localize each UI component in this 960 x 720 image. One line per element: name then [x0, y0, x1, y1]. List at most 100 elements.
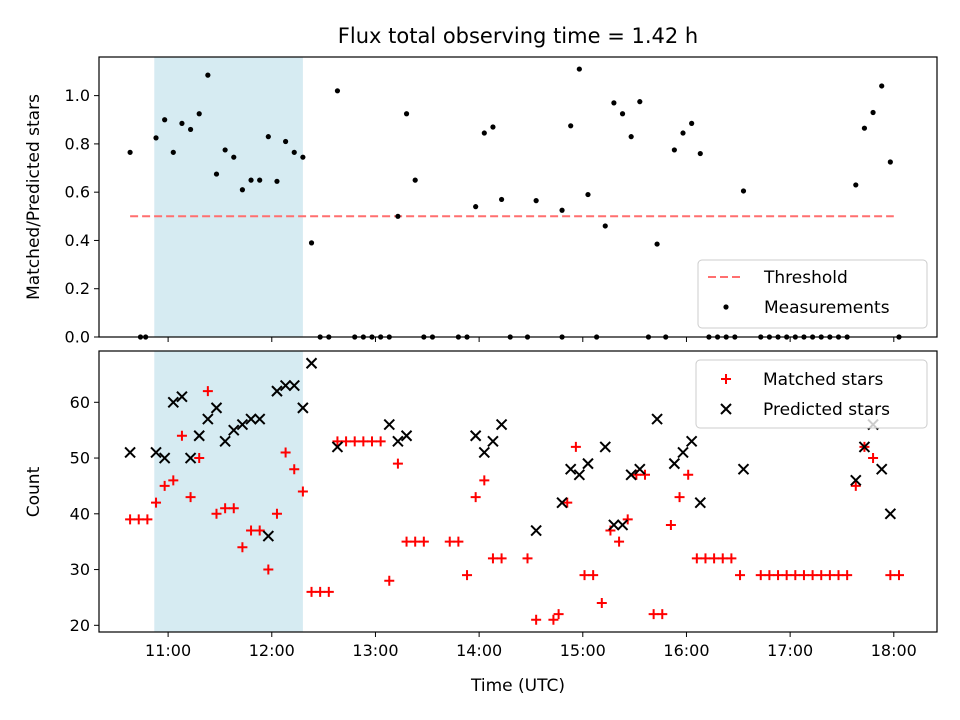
measurement-point: [576, 66, 582, 72]
predicted-star-point: [228, 424, 240, 436]
top-y-tick-label: 0.8: [65, 134, 90, 153]
predicted-star-point: [184, 452, 197, 464]
matched-star-point: [622, 514, 633, 525]
predicted-star-point: [858, 441, 871, 453]
measurement-point: [689, 120, 695, 126]
measurement-point: [654, 241, 660, 247]
x-tick-label: 15:00: [560, 641, 606, 660]
matched-star-point: [596, 598, 607, 609]
matched-star-point: [531, 614, 542, 625]
matched-star-point: [735, 570, 746, 581]
predicted-star-point: [884, 508, 897, 520]
measurement-point: [196, 111, 202, 117]
measurement-point: [887, 159, 893, 165]
bottom-y-tick-label: 30: [70, 560, 90, 579]
legend-matched-label: Matched stars: [763, 370, 883, 390]
top-y-tick-label: 0.0: [65, 328, 90, 347]
bottom-axes-frame: [98, 350, 938, 633]
matched-star-point: [850, 480, 861, 491]
matched-star-point: [375, 436, 386, 447]
matched-star-point: [726, 553, 737, 564]
matched-star-point: [341, 436, 352, 447]
measurement-point: [205, 72, 211, 78]
predicted-star-point: [167, 396, 180, 409]
matched-star-point: [842, 570, 853, 581]
matched-star-point: [349, 436, 360, 447]
top-shaded-span: [154, 57, 303, 337]
bottom-y-axis-label: Count: [24, 466, 44, 517]
predicted-star-point: [193, 430, 205, 442]
top-y-tick-label: 1.0: [65, 86, 90, 105]
measurement-point: [239, 187, 246, 193]
matched-star-point: [263, 564, 274, 575]
measurement-point: [308, 240, 315, 246]
predicted-star-point: [876, 463, 888, 475]
bottom-legend-box: [695, 359, 928, 429]
matched-star-point: [665, 519, 676, 530]
measurement-point: [248, 177, 254, 183]
matched-star-point: [548, 614, 559, 625]
matched-star-point: [254, 525, 265, 536]
predicted-star-point: [530, 524, 542, 537]
predicted-star-point: [487, 435, 499, 448]
matched-star-point: [781, 570, 792, 581]
predicted-star-point: [564, 463, 577, 475]
matched-star-point: [570, 441, 581, 452]
matched-star-point: [297, 486, 308, 497]
matched-star-point: [614, 536, 625, 547]
top-panel-ratio-plot: 0.0 0.2 0.4 0.6 0.8 1.0 Threshold Measurements: [65, 56, 938, 347]
measurement-point: [283, 138, 289, 145]
x-tick-label: 18:00: [871, 641, 917, 660]
measurement-point: [291, 149, 297, 155]
x-tick-label: 12:00: [249, 641, 295, 660]
matched-star-point: [648, 609, 659, 620]
matched-star-point: [366, 436, 377, 447]
predicted-star-point: [210, 402, 223, 414]
measurement-point: [153, 135, 159, 141]
matched-star-point: [522, 553, 533, 564]
top-axes-frame: [98, 56, 938, 338]
x-tick-label: 16:00: [663, 641, 709, 660]
measurement-point: [870, 109, 876, 116]
legend-threshold-label: Threshold: [763, 268, 848, 288]
matched-star-point: [798, 570, 809, 581]
predicted-star-point: [625, 469, 637, 481]
top-y-tick-label: 0.4: [65, 231, 90, 250]
bottom-panel-count-plot: 20 30 40 50 60 11:00 12:00 13:00 14:00 15:00 16:00…: [70, 350, 938, 660]
matched-star-point: [764, 570, 775, 581]
matched-star-point: [709, 553, 720, 564]
matched-star-point: [588, 570, 599, 581]
measurement-point: [473, 204, 479, 210]
measurement-point: [533, 198, 539, 204]
predicted-star-point: [608, 519, 620, 531]
measurement-point: [257, 177, 263, 183]
matched-star-point: [657, 609, 668, 620]
matched-star-point: [579, 570, 590, 581]
matched-star-point: [717, 553, 728, 564]
matched-star-point: [562, 497, 573, 508]
matched-star-point: [306, 586, 317, 597]
measurement-point: [628, 134, 634, 140]
predicted-star-point: [383, 418, 395, 431]
legend-matched-swatch: [721, 374, 731, 384]
measurement-point: [162, 117, 168, 123]
matched-star-point: [683, 469, 694, 480]
matched-star-point: [142, 514, 153, 525]
predicted-star-point: [495, 418, 508, 431]
predicted-star-point: [668, 457, 681, 470]
matched-star-point: [790, 570, 801, 581]
measurement-point: [611, 100, 617, 106]
matched-star-point: [237, 542, 248, 553]
matched-star-point: [893, 570, 904, 581]
measurement-point: [490, 124, 496, 130]
matched-star-point: [332, 436, 343, 447]
matched-star-point: [755, 570, 766, 581]
predicted-star-point: [271, 385, 283, 397]
bottom-y-tick-label: 50: [70, 449, 90, 468]
predicted-star-point: [150, 446, 162, 459]
bottom-y-tick-label: 40: [70, 504, 90, 523]
measurement-point: [602, 223, 608, 229]
matched-star-point: [315, 586, 326, 597]
predicted-star-point: [573, 469, 586, 481]
